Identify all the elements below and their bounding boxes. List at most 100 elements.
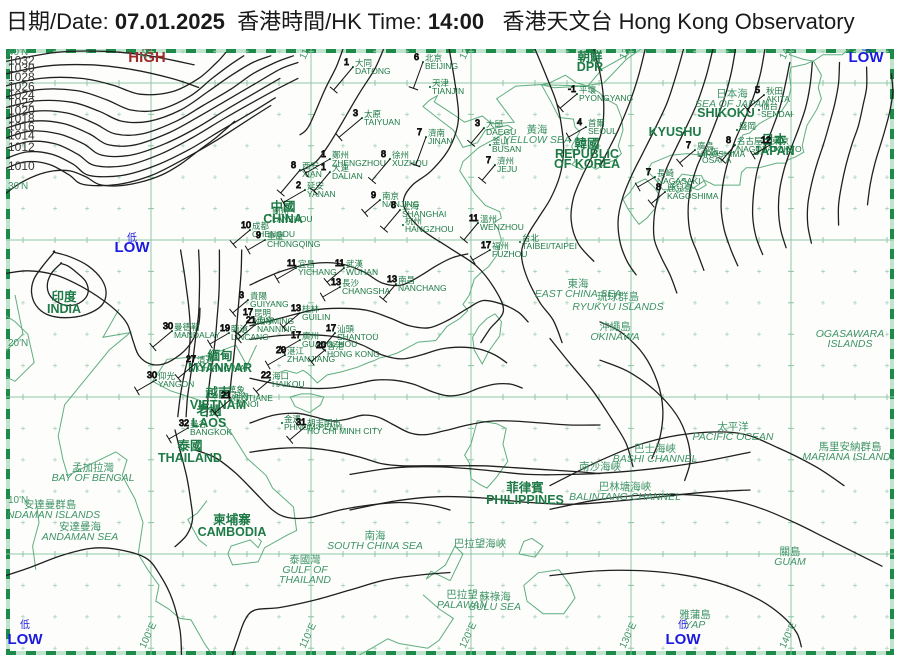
svg-text:SEOUL: SEOUL <box>588 126 617 136</box>
svg-text:JEJU: JEJU <box>497 164 517 174</box>
svg-text:100°E: 100°E <box>138 621 160 651</box>
svg-text:17: 17 <box>243 307 253 317</box>
svg-text:30'N: 30'N <box>8 181 28 192</box>
svg-text:DPR: DPR <box>577 60 603 74</box>
svg-text:-1: -1 <box>568 84 576 94</box>
svg-text:YICHANG: YICHANG <box>298 267 337 277</box>
svg-text:27: 27 <box>186 354 196 364</box>
svg-text:7: 7 <box>417 127 422 137</box>
svg-text:31: 31 <box>296 417 306 427</box>
svg-text:KAGOSHIMA: KAGOSHIMA <box>667 191 719 201</box>
svg-text:PYONGYANG: PYONGYANG <box>579 93 633 103</box>
svg-text:OKINAWA: OKINAWA <box>590 331 639 343</box>
svg-text:11: 11 <box>287 258 296 268</box>
svg-text:20: 20 <box>276 345 286 355</box>
svg-text:NANCHANG: NANCHANG <box>398 283 447 293</box>
svg-text:17: 17 <box>481 240 491 250</box>
svg-text:6: 6 <box>414 52 419 62</box>
svg-text:30: 30 <box>147 370 157 380</box>
svg-text:OF KOREA: OF KOREA <box>554 157 620 171</box>
svg-text:13: 13 <box>331 277 341 287</box>
svg-text:3: 3 <box>239 290 244 300</box>
svg-text:南沙海峽: 南沙海峽 <box>579 460 621 473</box>
svg-text:TAIBEI/TAIPEI: TAIBEI/TAIPEI <box>522 241 577 251</box>
svg-text:19: 19 <box>220 323 230 333</box>
svg-text:20'N: 20'N <box>8 338 28 349</box>
svg-text:1012: 1012 <box>8 140 35 154</box>
svg-text:8: 8 <box>656 182 661 192</box>
svg-text:PHILIPPINES: PHILIPPINES <box>486 493 564 507</box>
svg-text:CHANGSHA: CHANGSHA <box>342 286 391 296</box>
svg-text:1: 1 <box>321 149 326 159</box>
svg-text:低: 低 <box>20 618 30 631</box>
svg-text:21: 21 <box>221 390 231 400</box>
svg-text:ANDAMAN ISLANDS: ANDAMAN ISLANDS <box>6 509 100 521</box>
svg-text:TIANJIN: TIANJIN <box>432 86 464 96</box>
svg-text:DALIAN: DALIAN <box>332 171 363 181</box>
svg-text:7: 7 <box>646 167 651 177</box>
svg-text:XUZHOU: XUZHOU <box>392 158 428 168</box>
svg-text:BAY OF BENGAL: BAY OF BENGAL <box>52 472 135 484</box>
svg-text:WENZHOU: WENZHOU <box>480 222 524 232</box>
svg-text:10: 10 <box>241 220 251 230</box>
svg-text:LOW: LOW <box>115 239 151 256</box>
svg-text:LOW: LOW <box>666 631 702 648</box>
svg-text:8: 8 <box>726 135 731 145</box>
svg-text:130°E: 130°E <box>618 621 640 651</box>
svg-text:11: 11 <box>335 258 344 268</box>
svg-text:巴拉望海峽: 巴拉望海峽 <box>454 537 507 550</box>
svg-text:YAP: YAP <box>685 619 705 631</box>
svg-text:TOKYO: TOKYO <box>772 144 802 154</box>
svg-text:13: 13 <box>291 303 301 313</box>
svg-text:GUILIN: GUILIN <box>302 312 330 322</box>
svg-text:BEIJING: BEIJING <box>425 61 458 71</box>
svg-text:XIAN: XIAN <box>302 169 322 179</box>
svg-text:8: 8 <box>291 160 296 170</box>
svg-text:KUNMING: KUNMING <box>254 316 294 326</box>
svg-text:3: 3 <box>475 118 480 128</box>
svg-text:HO CHI MINH CITY: HO CHI MINH CITY <box>307 426 383 436</box>
svg-text:1: 1 <box>344 57 349 67</box>
svg-text:OSAKA: OSAKA <box>702 155 732 165</box>
svg-text:40'N: 40'N <box>8 49 28 58</box>
svg-text:盛岡: 盛岡 <box>739 121 756 131</box>
svg-text:ZHANJIANG: ZHANJIANG <box>287 354 335 364</box>
svg-text:17: 17 <box>291 330 301 340</box>
svg-text:ANDAMAN SEA: ANDAMAN SEA <box>41 531 118 543</box>
svg-text:THAILAND: THAILAND <box>158 451 222 465</box>
svg-text:CHIANG MAI: CHIANG MAI <box>197 363 248 373</box>
svg-text:INDIA: INDIA <box>47 302 81 316</box>
svg-text:WUHAN: WUHAN <box>346 267 378 277</box>
svg-text:DATONG: DATONG <box>355 66 391 76</box>
svg-text:PALAWAN: PALAWAN <box>437 599 488 611</box>
svg-text:PACIFIC OCEAN: PACIFIC OCEAN <box>693 431 774 443</box>
svg-text:4: 4 <box>577 117 582 127</box>
svg-text:HANGZHOU: HANGZHOU <box>405 224 454 234</box>
svg-text:8: 8 <box>381 149 386 159</box>
svg-text:1: 1 <box>321 162 326 172</box>
svg-text:MARIANA ISLANDS: MARIANA ISLANDS <box>802 451 894 463</box>
svg-text:17: 17 <box>326 323 336 333</box>
svg-text:LOW: LOW <box>849 49 885 66</box>
svg-text:CHONGQING: CHONGQING <box>267 239 320 249</box>
svg-text:7: 7 <box>686 140 691 150</box>
svg-text:12: 12 <box>761 135 771 145</box>
svg-text:9: 9 <box>256 230 261 240</box>
svg-text:SOUTH CHINA SEA: SOUTH CHINA SEA <box>327 540 423 552</box>
svg-text:7: 7 <box>486 155 491 165</box>
svg-text:LOW: LOW <box>8 631 44 648</box>
svg-text:MANDALAY: MANDALAY <box>174 330 220 340</box>
svg-text:3: 3 <box>353 108 358 118</box>
svg-text:BALINTANG CHANNEL: BALINTANG CHANNEL <box>569 491 681 503</box>
svg-text:11: 11 <box>469 213 478 223</box>
svg-text:120°E: 120°E <box>458 621 480 651</box>
svg-text:TAIYUAN: TAIYUAN <box>364 117 400 127</box>
svg-text:8: 8 <box>391 200 396 210</box>
svg-text:CAMBODIA: CAMBODIA <box>198 525 267 539</box>
svg-text:THAILAND: THAILAND <box>279 574 331 586</box>
svg-text:BANGKOK: BANGKOK <box>190 427 232 437</box>
svg-text:HANOI: HANOI <box>232 399 259 409</box>
svg-text:HAIKOU: HAIKOU <box>272 379 305 389</box>
svg-text:BUSAN: BUSAN <box>492 144 521 154</box>
svg-text:5: 5 <box>755 85 760 95</box>
